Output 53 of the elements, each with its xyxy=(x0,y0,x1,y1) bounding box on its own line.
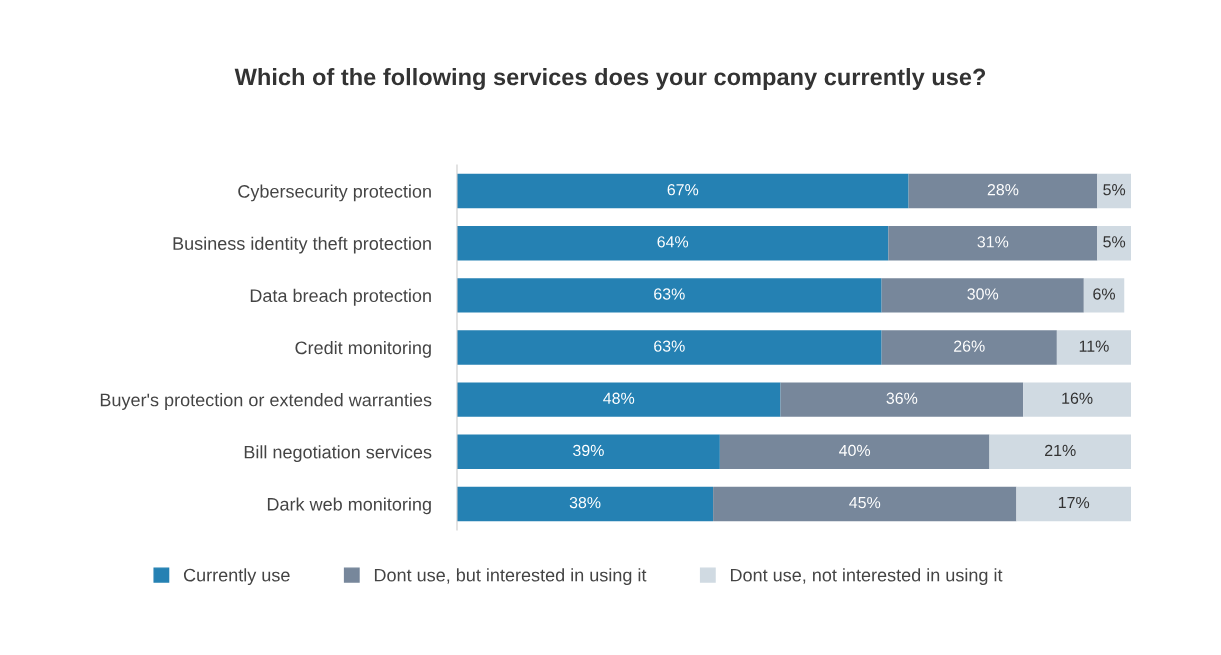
bar xyxy=(888,226,1098,261)
y-tick-label: Buyer's protection or extended warranties xyxy=(100,393,432,410)
data-label: 11% xyxy=(1079,340,1109,352)
legend-label: Dont use, but interested in using it xyxy=(374,568,647,586)
data-label: 31% xyxy=(977,236,1009,248)
bar xyxy=(908,173,1098,209)
data-label: 28% xyxy=(987,184,1019,196)
legend-label: Currently use xyxy=(183,568,290,586)
bar xyxy=(1023,382,1131,417)
bar xyxy=(457,434,720,469)
data-label: 63% xyxy=(654,288,685,300)
bar xyxy=(457,382,781,417)
data-label: 38% xyxy=(569,496,601,509)
y-tick-label: Cybersecurity protection xyxy=(238,184,431,202)
y-tick-label: Credit monitoring xyxy=(295,340,431,358)
bar xyxy=(1016,486,1131,522)
bar xyxy=(457,330,882,365)
data-label: 48% xyxy=(603,392,635,404)
bar xyxy=(1097,173,1131,209)
data-label: 5% xyxy=(1103,236,1126,248)
legend-label: Dont use, not interested in using it xyxy=(730,568,1003,586)
bar xyxy=(1083,278,1125,313)
y-tick-label: Bill negotiation services xyxy=(244,445,432,463)
data-label: 21% xyxy=(1045,444,1076,457)
bar xyxy=(1056,330,1131,365)
bar xyxy=(457,278,882,313)
y-tick-label: Dark web monitoring xyxy=(267,497,431,515)
data-label: 17% xyxy=(1058,496,1090,509)
data-label: 30% xyxy=(967,288,999,300)
bar xyxy=(1097,226,1131,261)
bar xyxy=(881,330,1057,365)
bar xyxy=(457,486,714,522)
data-label: 64% xyxy=(657,236,689,248)
data-label: 6% xyxy=(1093,288,1116,300)
bar xyxy=(713,486,1017,522)
y-tick-label: Business identity theft protection xyxy=(173,236,431,254)
bar xyxy=(881,278,1084,313)
data-label: 67% xyxy=(667,184,699,196)
bar xyxy=(989,434,1131,469)
bar xyxy=(457,173,909,209)
bar xyxy=(719,434,990,469)
bar xyxy=(457,226,889,261)
data-label: 63% xyxy=(654,340,685,352)
y-tick-label: Data breach protection xyxy=(250,288,431,306)
data-label: 36% xyxy=(886,392,918,404)
data-label: 26% xyxy=(954,340,985,352)
data-label: 39% xyxy=(573,444,604,457)
data-label: 5% xyxy=(1103,184,1126,196)
data-label: 45% xyxy=(849,496,881,509)
data-label: 16% xyxy=(1062,392,1093,404)
chart-title: Which of the following services does your company currently use? xyxy=(234,68,986,91)
data-label: 40% xyxy=(839,444,871,457)
bar xyxy=(780,382,1024,417)
